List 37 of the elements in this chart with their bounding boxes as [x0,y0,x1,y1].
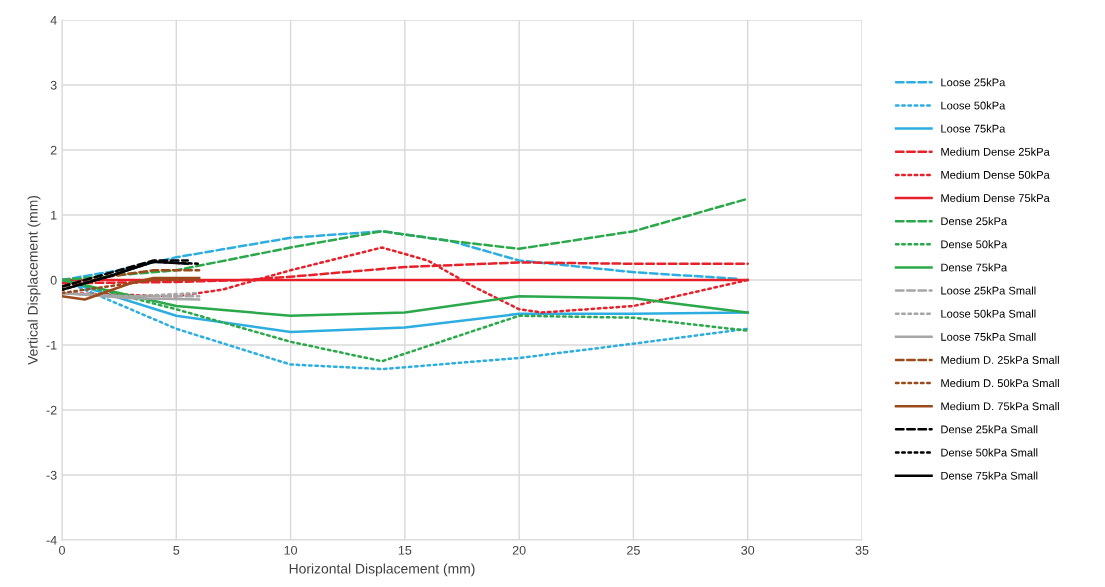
y-tick-label: -2 [46,405,57,415]
x-tick-label: 5 [173,546,180,555]
legend-label: Medium Dense 75kPa [941,193,1050,203]
y-tick-label: 3 [50,80,57,90]
legend-label: Medium D. 75kPa Small [941,402,1059,411]
legend-label: Dense 50kPa [941,240,1008,249]
y-tick-label: -3 [46,470,57,480]
x-tick-label: 30 [741,545,755,555]
legend-label: Medium D. 50kPa Small [941,378,1059,388]
legend-label: Loose 75kPa Small [941,332,1036,341]
legend-label: Dense 50kPa Small [941,448,1038,457]
y-tick-label: 4 [50,15,57,25]
y-axis-title: Vertical Displacement (mm) [27,195,41,365]
legend-label: Loose 25kPa Small [941,286,1036,295]
x-tick-label: 35 [855,545,869,555]
legend-label: Medium Dense 25kPa [941,147,1050,156]
legend-label: Dense 75kPa Small [941,471,1038,480]
x-tick-label: 10 [284,545,298,555]
y-tick-label: -4 [46,535,57,545]
y-tick-label: -1 [46,340,57,350]
legend-label: Loose 50kPa [941,101,1006,110]
legend-label: Loose 25kPa [941,78,1006,87]
legend-label: Dense 75kPa [941,263,1008,272]
x-tick-label: 0 [59,545,65,555]
x-axis-title: Horizontal Displacement (mm) [289,563,475,577]
x-tick-label: 15 [398,546,412,555]
y-tick-label: 0 [50,275,57,285]
legend-label: Medium Dense 50kPa [941,170,1050,179]
x-tick-label: 20 [512,545,526,555]
legend-label: Dense 25kPa [941,216,1008,226]
legend-label: Medium D. 25kPa Small [941,355,1059,364]
legend-label: Loose 75kPa [941,124,1006,133]
legend-label: Loose 50kPa Small [941,309,1036,318]
x-tick-label: 25 [627,545,640,555]
legend-label: Dense 25kPa Small [941,425,1038,434]
y-tick-label: 1 [51,210,57,220]
y-tick-label: 2 [50,145,57,155]
